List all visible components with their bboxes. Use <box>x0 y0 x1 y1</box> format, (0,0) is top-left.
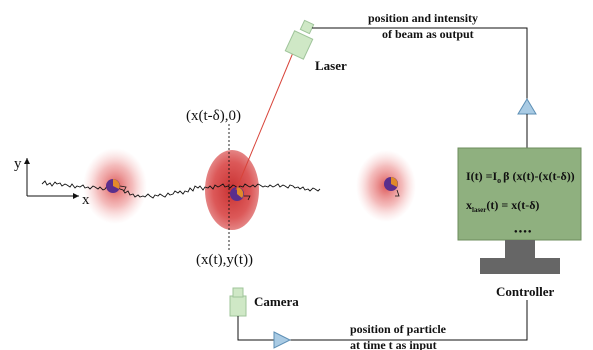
brownian-trajectory <box>41 180 321 199</box>
input-arrow <box>273 331 292 349</box>
delayed-position-label: (x(t-δ),0) <box>186 108 241 124</box>
y-axis-label: y <box>14 156 22 172</box>
output-arrow <box>517 98 537 115</box>
intensity-equation: I(t) =Io β (x(t)-(x(t-δ)) <box>466 169 575 185</box>
current-position-label: (x(t),y(t)) <box>196 252 253 268</box>
output-label-line1: position and intensity <box>368 11 478 25</box>
output-connector <box>312 27 528 100</box>
controller-monitor <box>457 147 582 274</box>
particle-right <box>384 177 400 197</box>
output-label-line2: of beam as output <box>382 27 474 41</box>
input-label-line1: position of particle <box>350 322 447 336</box>
screen-dots: ●●●● <box>514 229 533 235</box>
laser-label: Laser <box>315 58 347 73</box>
laser-device <box>284 19 315 60</box>
input-label-line2: at time t as input <box>350 338 437 350</box>
laser-beam <box>235 42 298 191</box>
controller-label: Controller <box>496 284 554 299</box>
particle-left <box>106 179 127 193</box>
camera-label: Camera <box>254 294 299 309</box>
camera-device <box>229 287 247 317</box>
input-connector <box>237 300 528 341</box>
particle-center <box>230 187 251 201</box>
axes: y x <box>14 156 90 208</box>
xlaser-equation: xlaser(t) = x(t-δ) <box>466 198 539 214</box>
